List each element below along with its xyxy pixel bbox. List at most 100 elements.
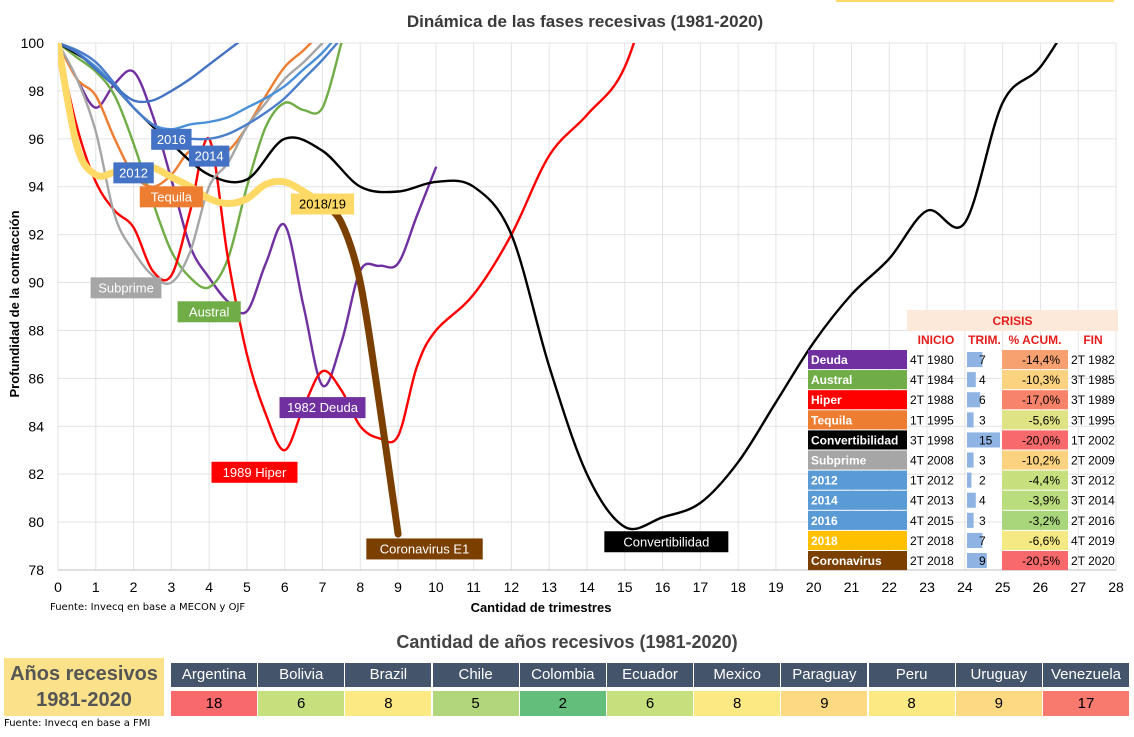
crisis-acum-cell xyxy=(1002,350,1068,370)
crisis-name-cell xyxy=(808,450,907,470)
crisis-acum-cell xyxy=(1002,490,1068,510)
crisis-trim-bar xyxy=(967,352,983,368)
y-tick-label: 84 xyxy=(28,418,44,434)
label-text: 1982 Deuda xyxy=(287,400,359,415)
x-tick-label: 17 xyxy=(693,579,709,595)
crisis-trim-bar xyxy=(967,412,974,428)
top-accent-bar xyxy=(836,0,1114,2)
crisis-fin: 2T 2016 xyxy=(1071,514,1115,528)
series-line-coronavirus-e1 xyxy=(319,200,402,538)
chart-source: Fuente: Invecq en base a MECON y OJF xyxy=(50,602,245,613)
label-text: 2016 xyxy=(157,132,186,147)
x-tick-label: 28 xyxy=(1108,579,1124,595)
country-argentina: Argentina xyxy=(171,663,257,687)
country-value-brazil: 8 xyxy=(345,691,432,716)
crisis-inicio: 2T 2018 xyxy=(910,534,954,548)
crisis-name: Tequila xyxy=(811,413,852,427)
crisis-acum: -14,4% xyxy=(1022,353,1060,367)
crisis-trim: 7 xyxy=(979,353,986,367)
label-austral: Austral xyxy=(177,301,241,323)
crisis-fin: 3T 1985 xyxy=(1071,373,1115,387)
label-box xyxy=(290,193,355,215)
recession-line-chart: Dinámica de las fases recesivas (1981-20… xyxy=(7,0,1124,615)
label-box xyxy=(279,397,366,419)
y-tick-label: 90 xyxy=(28,275,44,291)
crisis-fin: 2T 2020 xyxy=(1071,554,1115,568)
x-tick-label: 22 xyxy=(881,579,897,595)
label-box xyxy=(113,162,154,184)
crisis-trim: 9 xyxy=(979,554,986,568)
crisis-fin: 3T 1995 xyxy=(1071,413,1115,427)
crisis-header-bg xyxy=(907,310,1118,331)
label-text: Austral xyxy=(189,304,230,319)
country-venezuela: Venezuela xyxy=(1043,663,1129,687)
crisis-trim: 7 xyxy=(979,534,986,548)
crisis-acum: -4,4% xyxy=(1029,474,1061,488)
label-text: 2014 xyxy=(195,149,224,164)
crisis-row: Austral 4T 1984 4 -10,3% 3T 1985 xyxy=(808,370,1115,390)
crisis-name-cell xyxy=(808,370,907,390)
x-tick-label: 12 xyxy=(504,579,520,595)
label-1989-hiper: 1989 Hiper xyxy=(211,461,298,483)
x-tick-label: 5 xyxy=(243,579,251,595)
y-tick-label: 82 xyxy=(28,466,44,482)
label-2018-19: 2018/19 xyxy=(290,193,355,215)
crisis-acum: -5,6% xyxy=(1029,413,1061,427)
x-tick-label: 4 xyxy=(205,579,213,595)
crisis-name: 2018 xyxy=(811,534,838,548)
crisis-acum-cell xyxy=(1002,530,1068,550)
label-2014: 2014 xyxy=(188,145,230,167)
crisis-acum: -10,2% xyxy=(1022,454,1060,468)
x-tick-label: 25 xyxy=(995,579,1011,595)
crisis-table-title: CRISIS xyxy=(992,314,1032,328)
country-brazil: Brazil xyxy=(345,663,432,687)
country-value-venezuela: 17 xyxy=(1043,691,1129,716)
crisis-inicio: 4T 1984 xyxy=(910,373,954,387)
x-tick-label: 16 xyxy=(655,579,671,595)
label-text: 1989 Hiper xyxy=(223,465,287,480)
crisis-acum-cell xyxy=(1002,370,1068,390)
crisis-name: 2014 xyxy=(811,494,838,508)
country-value-paraguay: 9 xyxy=(781,691,868,716)
crisis-acum: -20,0% xyxy=(1022,433,1060,447)
x-tick-label: 9 xyxy=(394,579,402,595)
crisis-acum-cell xyxy=(1002,470,1068,490)
label-box xyxy=(604,531,729,553)
years-box-line2: 1981-2020 xyxy=(36,689,132,711)
crisis-trim-bar xyxy=(967,512,974,528)
x-tick-label: 3 xyxy=(167,579,175,595)
crisis-trim: 15 xyxy=(979,433,993,447)
crisis-acum: -20,5% xyxy=(1022,554,1060,568)
crisis-inicio: 2T 2018 xyxy=(910,554,954,568)
crisis-name: Subprime xyxy=(811,454,867,468)
years-source: Fuente: Invecq en base a FMI xyxy=(4,718,151,729)
label-2012: 2012 xyxy=(113,162,154,184)
chart-title: Dinámica de las fases recesivas (1981-20… xyxy=(407,12,763,31)
crisis-name-cell xyxy=(808,551,907,571)
crisis-inicio: 3T 1998 xyxy=(910,433,954,447)
crisis-row: Coronavirus 2T 2018 9 -20,5% 2T 2020 xyxy=(808,551,1115,571)
label-text: Convertibilidad xyxy=(623,534,709,549)
years-box-line1: Años recesivos xyxy=(10,663,158,685)
crisis-name-cell xyxy=(808,510,907,530)
crisis-acum: -3,2% xyxy=(1029,514,1061,528)
y-tick-label: 80 xyxy=(28,514,44,530)
crisis-col-header: TRIM. xyxy=(968,333,1001,347)
crisis-acum-cell xyxy=(1002,551,1068,571)
label-box xyxy=(151,128,192,150)
crisis-col-header: % ACUM. xyxy=(1009,333,1062,347)
label-box xyxy=(177,301,241,323)
crisis-trim-bar xyxy=(967,452,974,468)
country-chile: Chile xyxy=(432,663,519,687)
series-line-subprime xyxy=(58,43,324,285)
x-tick-label: 27 xyxy=(1070,579,1086,595)
crisis-trim: 6 xyxy=(979,393,986,407)
crisis-trim: 4 xyxy=(979,494,986,508)
country-mexico: Mexico xyxy=(694,663,781,687)
country-value-uruguay: 9 xyxy=(955,691,1042,716)
country-value-chile: 5 xyxy=(432,691,519,716)
x-tick-label: 0 xyxy=(54,579,62,595)
label-1982-deuda: 1982 Deuda xyxy=(279,397,366,419)
country-peru: Peru xyxy=(868,663,955,687)
crisis-trim: 3 xyxy=(979,454,986,468)
